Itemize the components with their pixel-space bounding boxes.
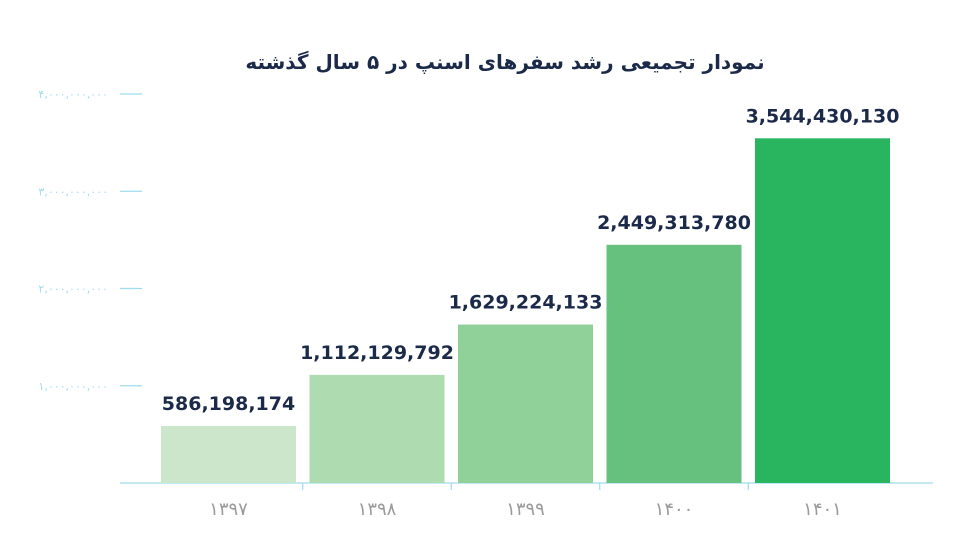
data-label: 1,112,129,792 bbox=[300, 342, 454, 364]
y-tick-label: ۴,۰۰۰,۰۰۰,۰۰۰ bbox=[38, 88, 108, 101]
data-label: 3,544,430,130 bbox=[746, 105, 900, 127]
data-label: 586,198,174 bbox=[162, 393, 295, 415]
bar bbox=[161, 425, 296, 483]
chart-title: نمودار تجمیعی رشد سفرهای اسنپ در ۵ سال گ… bbox=[245, 50, 765, 74]
bar bbox=[458, 324, 593, 483]
y-tick-label: ۳,۰۰۰,۰۰۰,۰۰۰ bbox=[38, 185, 108, 198]
x-tick-label: ۱۳۹۷ bbox=[209, 499, 248, 520]
data-label: 2,449,313,780 bbox=[597, 212, 751, 234]
bar bbox=[606, 244, 742, 483]
x-tick-label: ۱۳۹۹ bbox=[506, 499, 545, 520]
x-tick-label: ۱۴۰۱ bbox=[803, 499, 842, 520]
bar bbox=[755, 138, 890, 483]
x-tick-label: ۱۴۰۰ bbox=[655, 499, 694, 520]
y-tick-label: ۱,۰۰۰,۰۰۰,۰۰۰ bbox=[38, 380, 108, 393]
bar bbox=[309, 374, 445, 483]
data-label: 1,629,224,133 bbox=[449, 292, 603, 314]
y-tick-label: ۲,۰۰۰,۰۰۰,۰۰۰ bbox=[38, 283, 108, 296]
x-tick-label: ۱۳۹۸ bbox=[358, 499, 397, 520]
